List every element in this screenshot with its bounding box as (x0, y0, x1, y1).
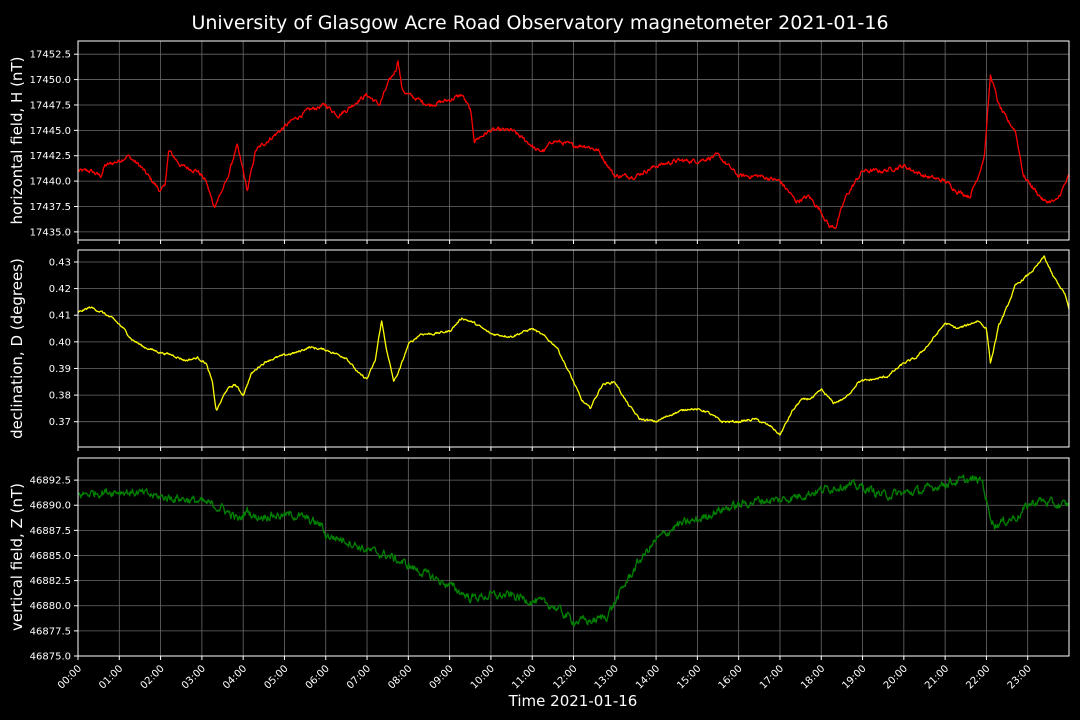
y-tick-label: 0.42 (49, 284, 71, 295)
y-tick-label: 46880.0 (30, 601, 71, 612)
y-tick-label: 46885.0 (30, 551, 71, 562)
panel-1: 17435.0 17437.5 17440.0 17442.5 17445.0 17447… (8, 40, 1070, 244)
y-tick-label: 0.43 (49, 257, 71, 268)
y-tick-label: 17445.0 (30, 126, 71, 137)
y-tick-label: 46875.0 (30, 652, 71, 663)
y-tick-label: 46887.5 (30, 526, 71, 537)
y-tick-label: 17452.5 (30, 50, 71, 61)
axes-frame (77, 40, 1070, 241)
y-tick-label: 46890.0 (30, 501, 71, 512)
y-tick-label: 0.38 (49, 391, 71, 402)
panel-3: 46875.0 46877.5 46880.0 46882.5 46885.0 46887… (8, 457, 1070, 663)
y-axis-label: vertical field, Z (nT) (8, 483, 26, 631)
y-tick-label: 17437.5 (30, 202, 71, 213)
y-tick-label: 0.37 (49, 417, 71, 428)
y-tick-label: 0.39 (49, 364, 71, 375)
panels-group: 17435.0 17437.5 17440.0 17442.5 17445.0 17447… (8, 40, 1070, 663)
y-axis-label: declination, D (degrees) (8, 258, 26, 439)
y-tick-label: 46877.5 (30, 626, 71, 637)
series-line-3 (77, 474, 1070, 627)
y-tick-label: 46892.5 (30, 476, 71, 487)
x-axis-label: Time 2021-01-16 (508, 692, 638, 710)
y-axis-label: horizontal field, H (nT) (8, 57, 26, 225)
axes-frame (77, 457, 1070, 657)
y-tick-label: 46882.5 (30, 576, 71, 587)
axes-frame (77, 249, 1070, 448)
series-line-1 (77, 60, 1070, 230)
y-tick-label: 17450.0 (30, 75, 71, 86)
y-tick-label: 17435.0 (30, 227, 71, 238)
y-tick-label: 17447.5 (30, 100, 71, 111)
y-tick-label: 17442.5 (30, 151, 71, 162)
series-line-2 (77, 255, 1070, 436)
y-tick-label: 17440.0 (30, 177, 71, 188)
panel-2: 0.37 0.38 0.39 0.40 0.41 0.42 0.43 declination,… (8, 249, 1070, 451)
chart-title: University of Glasgow Acre Road Observat… (191, 12, 888, 34)
y-tick-label: 0.41 (49, 311, 71, 322)
y-tick-label: 0.40 (49, 337, 71, 348)
